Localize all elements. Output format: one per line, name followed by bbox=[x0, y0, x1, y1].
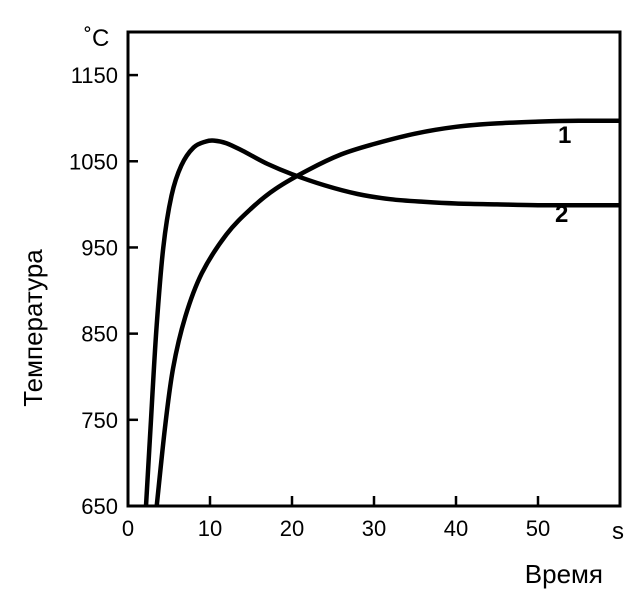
y-tick-label: 850 bbox=[81, 322, 118, 347]
y-axis-ticks: 650 750 850 950 1050 1150 bbox=[69, 63, 138, 519]
y-tick-label: 950 bbox=[81, 235, 118, 260]
series-label-1: 1 bbox=[558, 122, 571, 149]
x-tick-label: 10 bbox=[198, 516, 222, 541]
y-tick-label: 1050 bbox=[69, 149, 118, 174]
series-label-2: 2 bbox=[555, 201, 568, 228]
x-axis-ticks: 0 10 20 30 40 50 bbox=[122, 496, 550, 541]
series-line-1 bbox=[154, 118, 621, 507]
x-tick-label: 50 bbox=[526, 516, 550, 541]
x-tick-label: 0 bbox=[122, 516, 134, 541]
y-tick-label: 750 bbox=[81, 408, 118, 433]
x-axis-title: Время bbox=[525, 559, 603, 589]
series-layer bbox=[143, 118, 621, 507]
x-tick-label: 30 bbox=[362, 516, 386, 541]
y-axis-title: Температура bbox=[18, 249, 48, 407]
y-tick-label: 650 bbox=[81, 494, 118, 519]
x-unit-label: s bbox=[612, 518, 624, 545]
x-tick-label: 20 bbox=[280, 516, 304, 541]
y-unit-label: ˚C bbox=[84, 25, 109, 52]
y-tick-label: 1150 bbox=[71, 63, 118, 88]
x-tick-label: 40 bbox=[444, 516, 468, 541]
series-line-2 bbox=[143, 138, 620, 507]
